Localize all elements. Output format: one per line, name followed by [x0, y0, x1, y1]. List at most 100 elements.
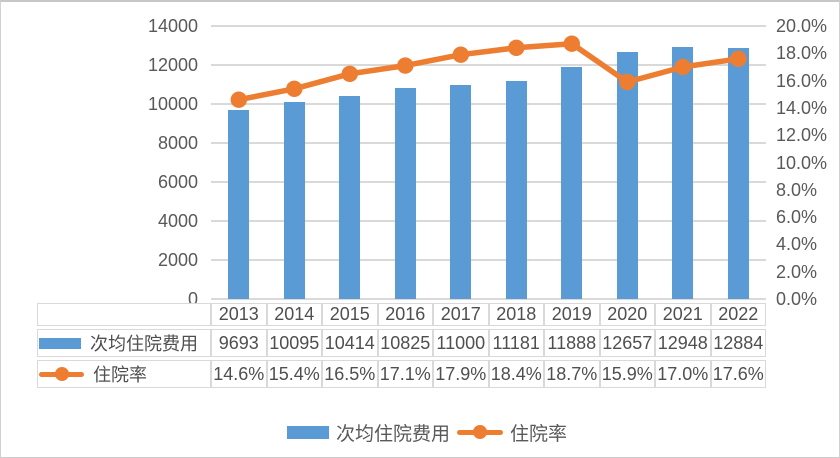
legend-bar-swatch	[286, 425, 329, 439]
value-cell: 17.6%	[710, 360, 766, 388]
category-cell: 2014	[266, 303, 322, 326]
plot-area	[211, 25, 766, 300]
series-name: 住院率	[93, 365, 147, 385]
line-marker	[397, 57, 414, 74]
category-cell: 2018	[488, 303, 544, 326]
value-cell: 10414	[322, 329, 378, 357]
right-axis-tick-label: 2.0%	[776, 261, 818, 282]
value-cell: 18.7%	[544, 360, 600, 388]
gridline	[211, 220, 766, 222]
line-path	[236, 40, 742, 103]
left-axis-tick-label: 14000	[147, 16, 198, 36]
gridline	[211, 298, 766, 300]
left-axis-tick-label: 12000	[147, 55, 198, 75]
gridline	[211, 103, 766, 105]
bar	[394, 87, 416, 299]
right-axis-tick-label: 10.0%	[776, 152, 828, 173]
bar	[727, 47, 749, 299]
table-corner-cell	[37, 303, 211, 326]
line-marker	[619, 73, 636, 91]
line-marker	[730, 50, 747, 67]
table-year-row: 2013 2014 2015 2016 2017 2018 2019 2020 2021 2022	[37, 303, 766, 326]
series-name: 次均住院费用	[90, 334, 198, 354]
series-line-marker-icon	[39, 366, 84, 382]
value-cell: 12948	[655, 329, 711, 357]
line-marker	[230, 91, 247, 108]
right-axis-tick-label: 18.0%	[776, 43, 828, 64]
legend-line-marker-icon	[457, 424, 503, 440]
category-cell: 2020	[599, 303, 655, 326]
category-cell: 2021	[655, 303, 711, 326]
right-axis-tick-label: 0.0%	[776, 289, 818, 309]
right-axis-tick-label: 8.0%	[776, 179, 818, 200]
value-cell: 14.6%	[211, 360, 267, 388]
bar	[672, 46, 694, 299]
gridline	[211, 259, 766, 261]
line-marker	[286, 80, 303, 97]
value-cell: 15.9%	[599, 360, 655, 388]
line-marker	[508, 39, 525, 56]
value-cell: 17.9%	[433, 360, 489, 388]
series-key-cell: 次均住院费用	[37, 329, 211, 357]
value-cell: 11000	[433, 329, 489, 357]
line-marker	[452, 46, 469, 63]
left-axis-tick-label: 10000	[147, 94, 198, 114]
left-axis-tick-label: 6000	[157, 172, 198, 192]
gridline	[211, 181, 766, 183]
value-cell: 11888	[544, 329, 600, 357]
category-cell: 2016	[377, 303, 433, 326]
value-cell: 10825	[377, 329, 433, 357]
table-series-row: 次均住院费用 9693 10095 10414 10825 11000 11181 11888…	[37, 329, 766, 357]
value-cell: 18.4%	[488, 360, 544, 388]
bar	[339, 95, 361, 299]
left-axis-tick-label: 8000	[157, 133, 198, 153]
series-key: 次均住院费用	[39, 330, 209, 356]
category-cell: 2022	[710, 303, 766, 326]
value-cell: 15.4%	[266, 360, 322, 388]
category-cell: 2013	[211, 303, 267, 326]
line-marker	[341, 65, 358, 82]
category-cell: 2017	[433, 303, 489, 326]
category-cell: 2015	[322, 303, 378, 326]
bar	[228, 110, 250, 299]
right-axis-tick-label: 16.0%	[776, 70, 828, 91]
value-cell: 16.5%	[322, 360, 378, 388]
value-cell: 9693	[211, 329, 267, 357]
series-bar-swatch	[39, 337, 81, 349]
right-axis-tick-label: 20.0%	[776, 16, 828, 36]
value-cell: 17.0%	[655, 360, 711, 388]
right-axis: 20.0% 18.0% 16.0% 14.0% 12.0% 10.0% 8.0% 6.0% 4.…	[776, 2, 839, 323]
bar	[616, 52, 638, 299]
bar	[450, 84, 472, 299]
right-axis-tick-label: 4.0%	[776, 234, 818, 255]
chart-legend: 次均住院费用 住院率	[8, 415, 839, 449]
line-marker	[563, 35, 580, 52]
line-marker	[674, 58, 691, 76]
left-axis-tick-label: 0	[187, 289, 198, 309]
category-cell: 2019	[544, 303, 600, 326]
series-key: 住院率	[39, 361, 209, 387]
legend-line-label: 住院率	[510, 423, 568, 445]
right-axis-tick-label: 14.0%	[776, 97, 828, 118]
value-cell: 11181	[488, 329, 544, 357]
left-axis-tick-label: 4000	[157, 211, 198, 231]
table-series-row: 住院率 14.6% 15.4% 16.5% 17.1% 17.9% 18.4% 18.7% 15…	[37, 360, 766, 388]
left-axis: 14000 12000 10000 8000 6000 4000 2000 0	[1, 2, 198, 323]
value-cell: 12884	[710, 329, 766, 357]
bar	[561, 67, 583, 299]
bar	[505, 81, 527, 299]
bar	[283, 102, 305, 299]
value-cell: 12657	[599, 329, 655, 357]
right-axis-tick-label: 6.0%	[776, 207, 818, 228]
value-cell: 17.1%	[377, 360, 433, 388]
right-axis-tick-label: 12.0%	[776, 125, 828, 146]
gridline	[211, 64, 766, 66]
legend-bar-label: 次均住院费用	[335, 423, 450, 445]
gridline	[211, 25, 766, 27]
gridline	[211, 142, 766, 144]
value-cell: 10095	[266, 329, 322, 357]
series-key-cell: 住院率	[37, 360, 211, 388]
line-series	[230, 35, 747, 108]
data-table: 2013 2014 2015 2016 2017 2018 2019 2020 2021 2022…	[37, 300, 766, 391]
